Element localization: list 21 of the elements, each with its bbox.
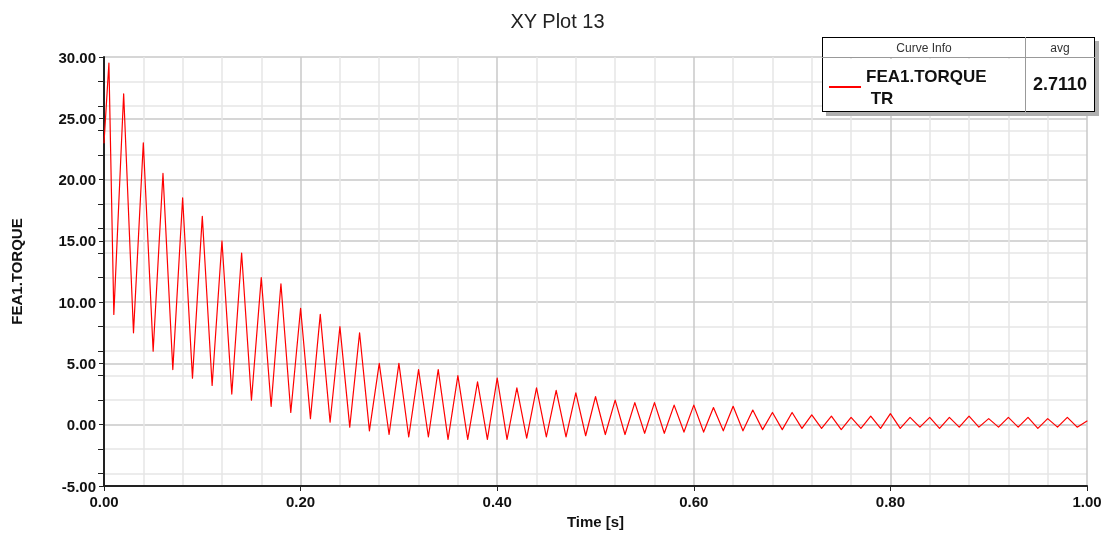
y-tick-label: 25.00 [58,109,96,127]
x-tick-label: 0.80 [875,493,905,510]
y-tick-label: -5.00 [61,477,96,495]
text: avg [1025,37,1095,58]
y-tick-label: 0.00 [66,416,96,434]
y-tick-label: 10.00 [58,293,96,311]
x-tick-label: 0.00 [89,493,119,510]
x-tick-label: 0.20 [286,493,316,510]
y-tick-label: 5.00 [66,354,96,372]
annotation: 2.7110 [1025,57,1095,112]
legend-label: FEA1.TORQUE TR [866,66,987,108]
x-tick-label: 1.00 [1072,493,1102,510]
x-tick-label: 0.60 [679,493,709,510]
x-tick-label: 0.40 [482,493,512,510]
x-axis-title: Time [s] [566,513,625,530]
y-axis-title: FEA1.TORQUE [8,218,25,325]
y-tick-label: 15.00 [58,232,96,250]
y-tick-label: 20.00 [58,171,96,189]
chart-title: XY Plot 13 [510,10,605,32]
legend-title: Curve Info [822,37,1026,58]
y-tick-label: 30.00 [58,48,96,66]
